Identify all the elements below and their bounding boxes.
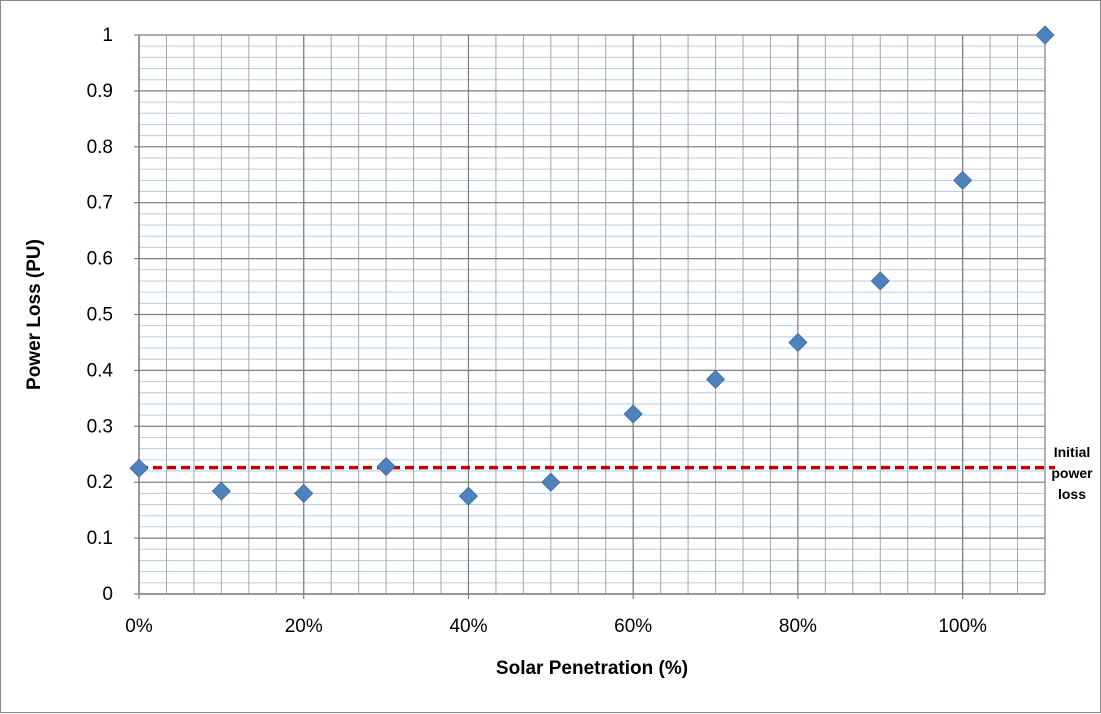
data-point [953,170,973,190]
data-point [458,486,479,506]
y-tick-label: 1 [102,25,113,46]
y-tick-label: 0.4 [87,360,114,381]
initial-power-loss-label-line: loss [1058,486,1086,502]
y-tick-label: 0.5 [87,305,113,326]
y-tick-label: 0.6 [87,249,113,270]
x-tick-label: 80% [779,616,817,637]
x-tick-label: 60% [614,616,652,637]
initial-power-loss-label-line: power [1051,465,1093,481]
data-point [294,483,314,503]
x-tick-label: 0% [125,616,153,637]
y-tick-labels: 0 0.1 0.2 0.3 0.4 0.5 0.6 0.7 0.8 0.9 1 [87,25,114,605]
data-point [129,458,149,478]
x-tick-labels: 0% 20% 40% 60% 80% 100% [125,616,987,637]
y-tick-label: 0.3 [87,416,113,437]
y-tick-label: 0.1 [87,528,113,549]
y-tick-label: 0.7 [87,193,113,214]
axes [134,34,1045,599]
x-tick-label: 100% [938,616,987,637]
initial-power-loss-label: Initial power loss [1051,444,1093,502]
x-axis-title: Solar Penetration (%) [496,658,688,679]
y-tick-label: 0.2 [87,472,113,493]
data-point [788,332,808,353]
data-point [870,271,890,291]
x-tick-label: 20% [285,616,323,637]
y-tick-label: 0.9 [87,81,113,102]
data-point [541,472,561,492]
y-tick-label: 0.8 [87,137,113,158]
y-axis-title: Power Loss (PU) [24,239,45,390]
major-gridlines [138,34,1046,595]
data-point [1035,25,1055,45]
data-point [623,404,643,424]
data-point [211,481,231,501]
x-tick-label: 40% [449,616,487,637]
initial-power-loss-label-line: Initial [1054,444,1091,460]
y-tick-label: 0 [102,584,113,605]
data-points [129,25,1055,506]
data-point [376,456,396,477]
data-point [705,369,726,389]
